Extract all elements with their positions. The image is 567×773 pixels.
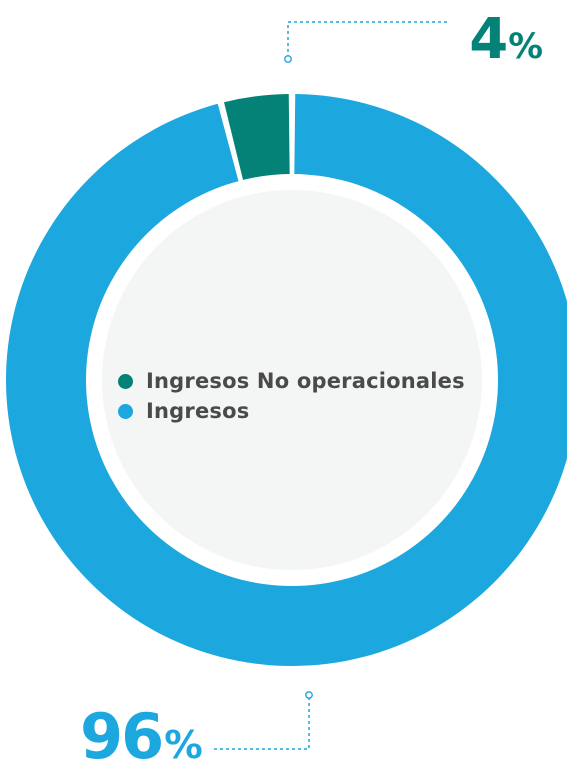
leader-dot-small bbox=[284, 55, 292, 63]
donut-center bbox=[102, 190, 482, 570]
legend-label: Ingresos No operacionales bbox=[146, 369, 465, 393]
legend-item: Ingresos bbox=[118, 396, 465, 426]
legend-label: Ingresos bbox=[146, 399, 250, 423]
legend-dot bbox=[118, 373, 133, 389]
leader-line-small bbox=[287, 21, 450, 58]
percent-label-large: 96% bbox=[80, 706, 203, 768]
legend-dot bbox=[118, 403, 133, 419]
percent-sign: % bbox=[508, 27, 543, 67]
percent-sign: % bbox=[164, 723, 203, 768]
legend: Ingresos No operacionales Ingresos bbox=[118, 366, 465, 426]
legend-item: Ingresos No operacionales bbox=[118, 366, 465, 396]
donut-slice bbox=[224, 94, 290, 180]
leader-line-large bbox=[214, 697, 310, 750]
donut-slices bbox=[6, 94, 567, 666]
leader-dot-large bbox=[305, 691, 313, 699]
percent-label-small: 4% bbox=[469, 12, 543, 68]
percent-value: 96 bbox=[80, 700, 164, 773]
percent-value: 4 bbox=[469, 7, 508, 72]
